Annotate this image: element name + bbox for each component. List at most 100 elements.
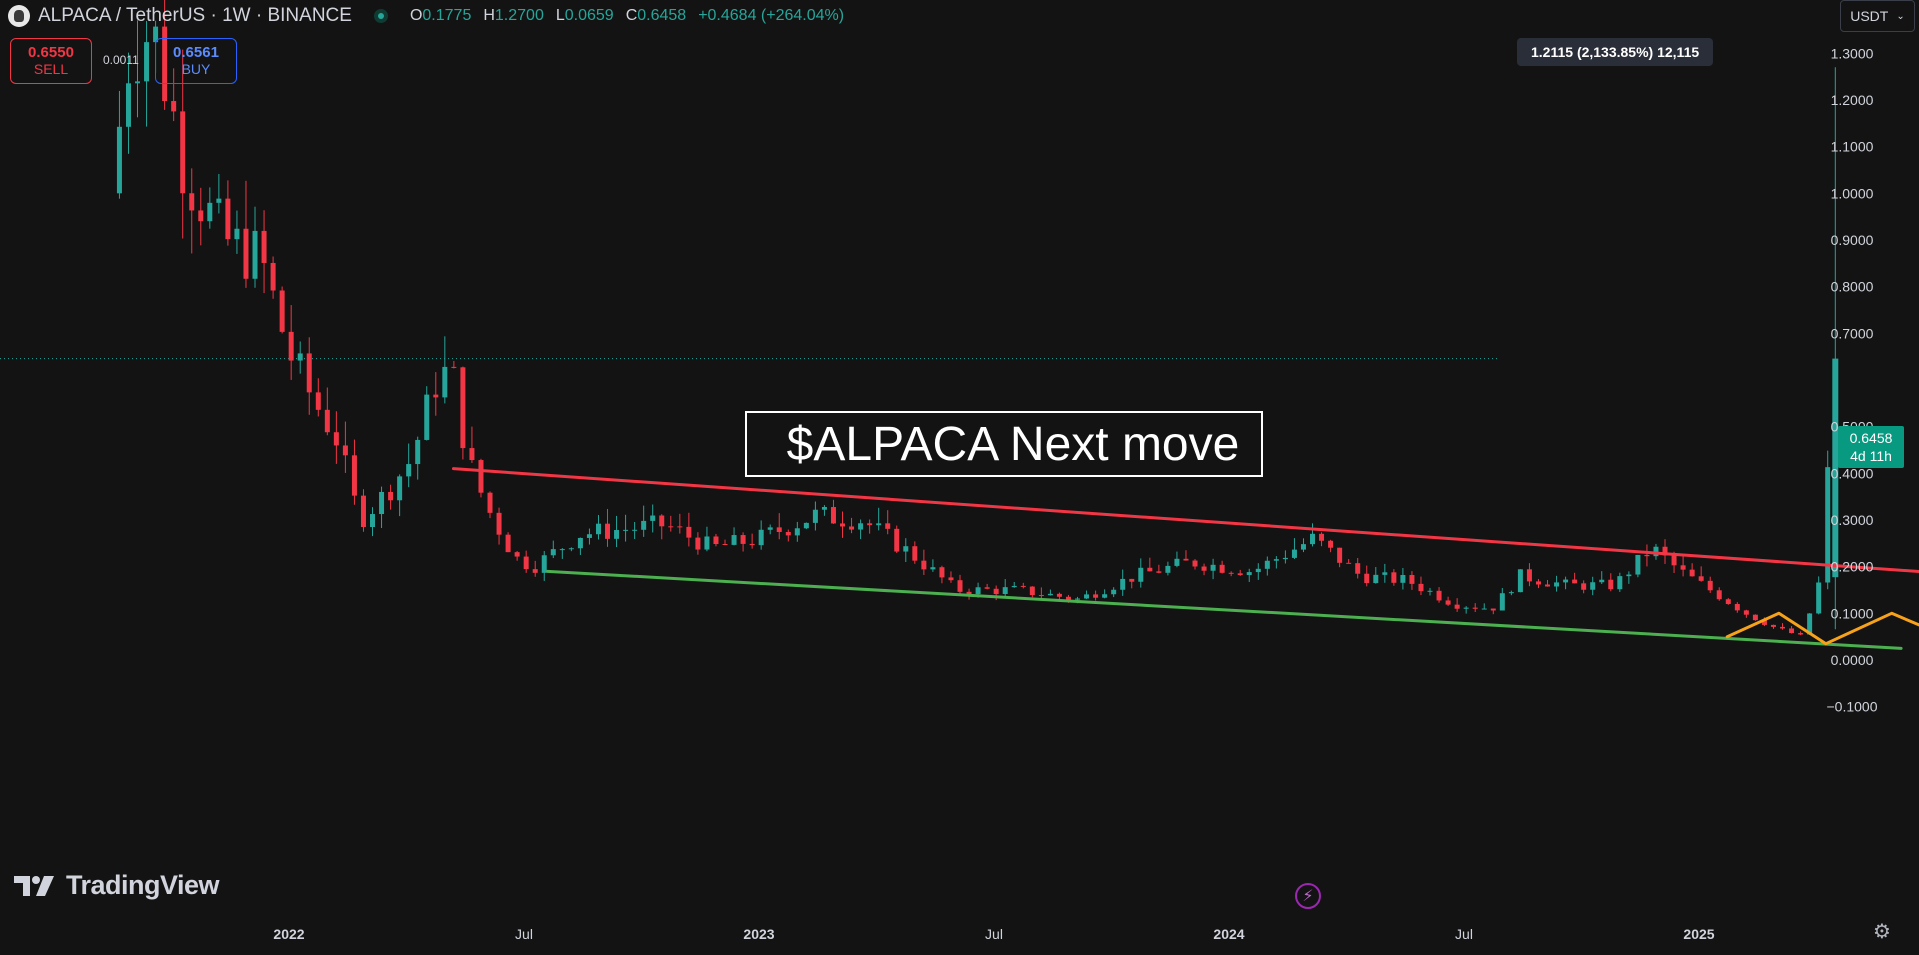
candle-body — [1193, 561, 1198, 567]
tradingview-logo[interactable]: TradingView — [14, 870, 219, 901]
candle-body — [1337, 548, 1342, 563]
candle-body — [741, 535, 746, 544]
candle-body — [1048, 594, 1053, 595]
low-value: 0.0659 — [565, 7, 614, 24]
candle-body — [668, 526, 673, 527]
candle-body — [605, 524, 610, 539]
candle-body — [840, 523, 845, 526]
candle-body — [1355, 563, 1360, 574]
candle-body — [1771, 625, 1776, 627]
candle-body — [415, 440, 420, 464]
candle-body — [1274, 559, 1279, 561]
price-change: +0.4684 (+264.04%) — [698, 7, 844, 25]
candle-body — [325, 410, 330, 432]
candle-body — [225, 199, 230, 240]
projection-path — [1727, 577, 1919, 644]
candle-body — [406, 464, 411, 476]
candle-body — [1283, 558, 1288, 559]
brand-name: TradingView — [66, 870, 219, 901]
currency-label: USDT — [1850, 8, 1888, 24]
candle-body — [1364, 574, 1369, 583]
close-label: C — [626, 7, 638, 24]
alpaca-symbol-icon[interactable] — [8, 5, 30, 27]
candle-body — [695, 538, 700, 550]
candle-body — [1256, 569, 1261, 572]
candle-body — [1328, 541, 1333, 548]
buy-label: BUY — [182, 61, 211, 78]
spread-value: 0.0011 — [103, 53, 139, 67]
candle-body — [307, 353, 312, 392]
buy-button[interactable]: 0.6561 BUY — [155, 38, 237, 84]
candle-body — [1039, 595, 1044, 596]
candle-body — [1708, 581, 1713, 590]
candle-body — [1382, 572, 1387, 575]
candle-body — [424, 395, 429, 440]
candle-body — [253, 231, 258, 279]
candle-body — [1681, 565, 1686, 569]
candle-body — [1418, 584, 1423, 591]
candle-body — [994, 589, 999, 594]
candle-body — [1147, 568, 1152, 572]
candle-body — [1482, 609, 1487, 610]
candle-body — [813, 510, 818, 523]
candle-body — [478, 460, 483, 493]
candle-body — [1319, 534, 1324, 541]
y-axis-tick-label: −0.1000 — [1827, 699, 1878, 715]
candle-body — [885, 523, 890, 529]
candle-body — [587, 534, 592, 538]
candle-body — [1599, 580, 1604, 583]
candle-body — [650, 516, 655, 521]
candle-body — [370, 514, 375, 527]
candle-body — [1545, 584, 1550, 586]
candle-body — [1247, 572, 1252, 575]
symbol-title[interactable]: ALPACA / TetherUS · 1W · BINANCE — [38, 5, 352, 27]
candle-body — [632, 530, 637, 531]
candle-body — [388, 492, 393, 500]
candle-body — [533, 569, 538, 573]
x-axis-tick-label: Jul — [515, 926, 533, 942]
candle-body — [1816, 582, 1821, 613]
y-axis-tick-label: 0.3000 — [1831, 512, 1874, 528]
currency-selector[interactable]: USDT ⌄ — [1840, 0, 1915, 32]
lightning-icon[interactable]: ⚡︎ — [1295, 883, 1321, 909]
candle-body — [903, 546, 908, 551]
candle-body — [1491, 609, 1496, 611]
x-axis-tick-label: 2025 — [1683, 926, 1714, 942]
candle-body — [569, 548, 574, 549]
candle-body — [560, 549, 565, 550]
candle-body — [641, 521, 646, 530]
candle-body — [469, 448, 474, 460]
resistance-trendline — [454, 469, 1919, 589]
last-price-label: 0.6458 4d 11h — [1838, 426, 1904, 468]
sell-price: 0.6550 — [28, 44, 74, 61]
candle-body — [1292, 550, 1297, 558]
candle-body — [759, 530, 764, 545]
x-axis-tick-label: 2024 — [1213, 926, 1244, 942]
candle-body — [1744, 610, 1749, 614]
sell-label: SELL — [34, 61, 68, 78]
candle-body — [1563, 580, 1568, 583]
candle-body — [1030, 587, 1035, 595]
annotation-text-box[interactable]: $ALPACA Next move — [745, 411, 1263, 477]
candle-body — [1554, 582, 1559, 586]
market-status-icon — [374, 9, 388, 23]
candle-body — [1690, 570, 1695, 577]
candle-body — [442, 367, 447, 397]
candle-body — [1111, 590, 1116, 594]
candle-body — [1400, 575, 1405, 583]
candle-body — [1590, 582, 1595, 590]
measure-tooltip: 1.2115 (2,133.85%) 12,115 — [1517, 38, 1713, 66]
candle-body — [795, 528, 800, 535]
candle-body — [1500, 593, 1505, 610]
candle-body — [1066, 597, 1071, 600]
candle-body — [849, 526, 854, 529]
support-trendline — [548, 571, 1902, 648]
candle-body — [515, 552, 520, 556]
y-axis-tick-label: 1.2000 — [1831, 92, 1874, 108]
y-axis-tick-label: 1.0000 — [1831, 185, 1874, 201]
candle-body — [524, 557, 529, 570]
gear-icon[interactable]: ⚙ — [1871, 920, 1893, 942]
candle-body — [804, 523, 809, 528]
sell-button[interactable]: 0.6550 SELL — [10, 38, 92, 84]
candle-body — [1211, 565, 1216, 571]
